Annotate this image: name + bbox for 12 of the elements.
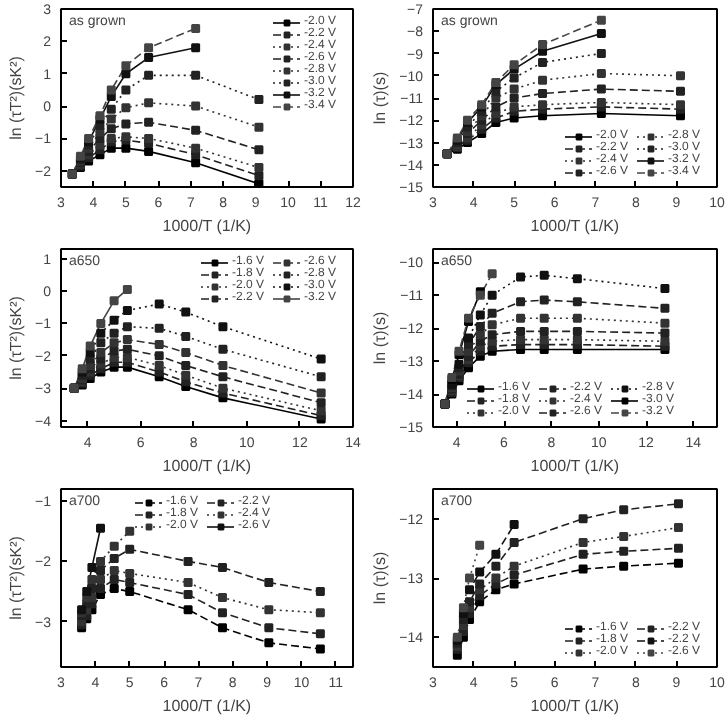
y-axis-title: ln (τT²)(sK²) <box>7 295 26 380</box>
x-axis-title: 1000/T (1/K) <box>162 697 252 715</box>
x-axis-title: 1000/T (1/K) <box>530 217 620 235</box>
y-axis-title: ln (τ)(s) <box>371 551 390 605</box>
y-axis-title: ln (τT²)(sK²) <box>7 55 26 140</box>
x-axis-title: 1000/T (1/K) <box>162 217 252 235</box>
x-axis-title: 1000/T (1/K) <box>530 457 620 475</box>
x-axis-title: 1000/T (1/K) <box>530 697 620 715</box>
x-axis-title: 1000/T (1/K) <box>162 457 252 475</box>
y-axis-title: ln (τ)(s) <box>371 311 390 365</box>
y-axis-title: ln (τT²)(sK²) <box>7 535 26 620</box>
y-axis-title: ln (τ)(s) <box>371 71 390 125</box>
